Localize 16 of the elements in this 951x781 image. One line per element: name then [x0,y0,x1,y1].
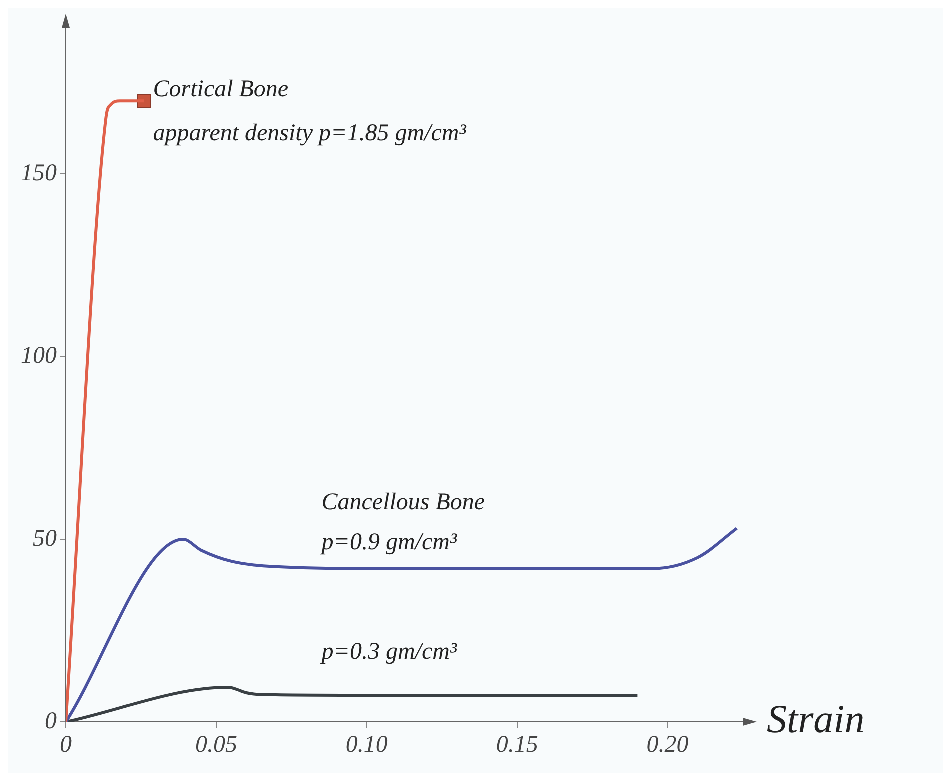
y-tick-label: 150 [21,160,57,186]
y-tick-label: 50 [33,526,57,552]
x-tick-label: 0.05 [195,732,238,758]
x-tick-label: 0.10 [346,732,388,758]
x-axis-title: Strain [767,696,865,742]
annotation: p=0.9 gm/cm³ [320,529,458,556]
annotation: apparent density p=1.85 gm/cm³ [153,120,468,146]
annotation: Cancellous Bone [322,489,486,516]
line-series [66,527,738,722]
x-tick-label: 0.15 [496,732,538,758]
annotation: p=0.3 gm/cm³ [320,639,458,666]
y-tick-label: 100 [21,343,57,370]
line-series [66,686,640,722]
annotation: Cortical Bone [153,76,289,102]
x-tick-label: 0.20 [646,732,689,758]
y-tick-label: 0 [45,708,57,735]
